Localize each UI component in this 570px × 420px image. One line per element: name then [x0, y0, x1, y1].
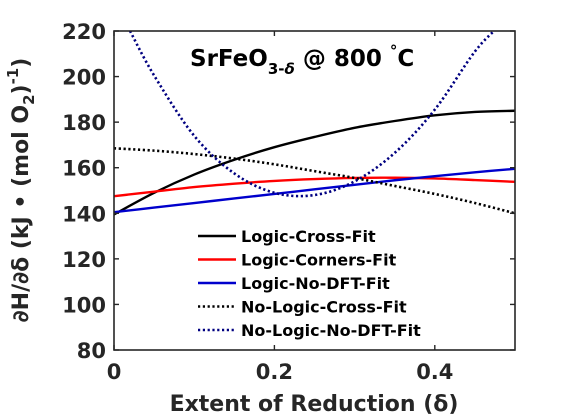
legend-label-logic-cross-fit: Logic-Cross-Fit: [241, 227, 376, 246]
x-tick-label: 0: [107, 360, 122, 384]
legend-label-logic-no-dft-fit: Logic-No-DFT-Fit: [241, 274, 390, 293]
y-tick-label: 80: [77, 339, 106, 363]
x-tick-label: 0.4: [416, 360, 453, 384]
legend-label-no-logic-cross-fit: No-Logic-Cross-Fit: [241, 298, 407, 317]
legend-label-logic-corners-fit: Logic-Corners-Fit: [241, 251, 397, 270]
y-tick-label: 100: [62, 293, 106, 317]
y-tick-label: 120: [62, 248, 106, 272]
y-tick-label: 140: [62, 202, 106, 226]
y-tick-label: 220: [62, 20, 106, 44]
x-axis-label: Extent of Reduction (δ): [170, 392, 459, 417]
x-tick-label: 0.2: [256, 360, 293, 384]
y-tick-label: 180: [62, 111, 106, 135]
y-tick-label: 160: [62, 157, 106, 181]
legend-label-no-logic-no-dft-fit: No-Logic-No-DFT-Fit: [241, 321, 421, 340]
y-tick-label: 200: [62, 66, 106, 90]
